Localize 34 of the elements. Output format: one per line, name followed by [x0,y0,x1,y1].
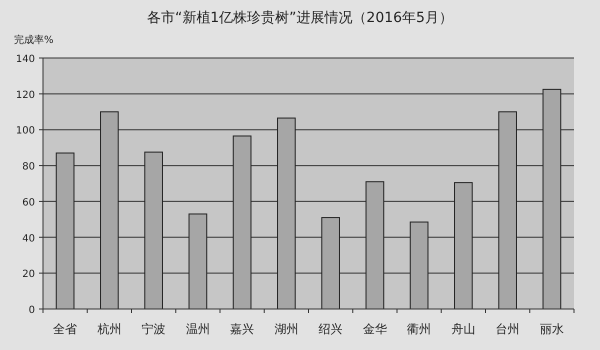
x-tick-label: 杭州 [96,322,122,336]
bar [277,118,296,310]
y-tick-label: 80 [22,162,35,173]
x-tick-label: 宁波 [142,322,166,336]
bar [454,182,473,310]
x-tick-label: 湖州 [274,322,298,336]
bar [100,111,119,310]
x-tick-label: 舟山 [451,322,476,336]
bar [144,152,163,310]
bar [410,222,428,310]
bar [56,152,74,310]
x-tick-label: 嘉兴 [230,322,254,336]
x-tick-label: 全省 [53,322,78,336]
bar [232,135,252,310]
y-tick-label: 40 [22,233,35,244]
x-tick-label: 台州 [496,322,520,336]
y-axis-title: 完成率% [14,34,54,46]
bar [188,213,208,310]
y-tick-label: 60 [22,197,35,208]
bar [366,181,384,310]
x-tick-label: 衢州 [407,322,432,336]
chart-title: 各市“新植1亿株珍贵树”进展情况（2016年5月） [147,10,453,26]
y-tick-label: 140 [16,54,35,65]
bar [321,217,340,310]
bar [542,88,562,310]
y-tick-label: 0 [28,305,35,316]
bar [498,111,517,310]
y-tick-label: 20 [22,269,35,280]
x-tick-label: 绍兴 [318,322,343,336]
x-tick-label: 金华 [362,322,387,336]
x-tick-label: 丽水 [540,322,564,336]
x-tick-label: 温州 [186,322,210,336]
y-tick-label: 120 [16,90,35,101]
y-tick-label: 100 [16,126,35,137]
